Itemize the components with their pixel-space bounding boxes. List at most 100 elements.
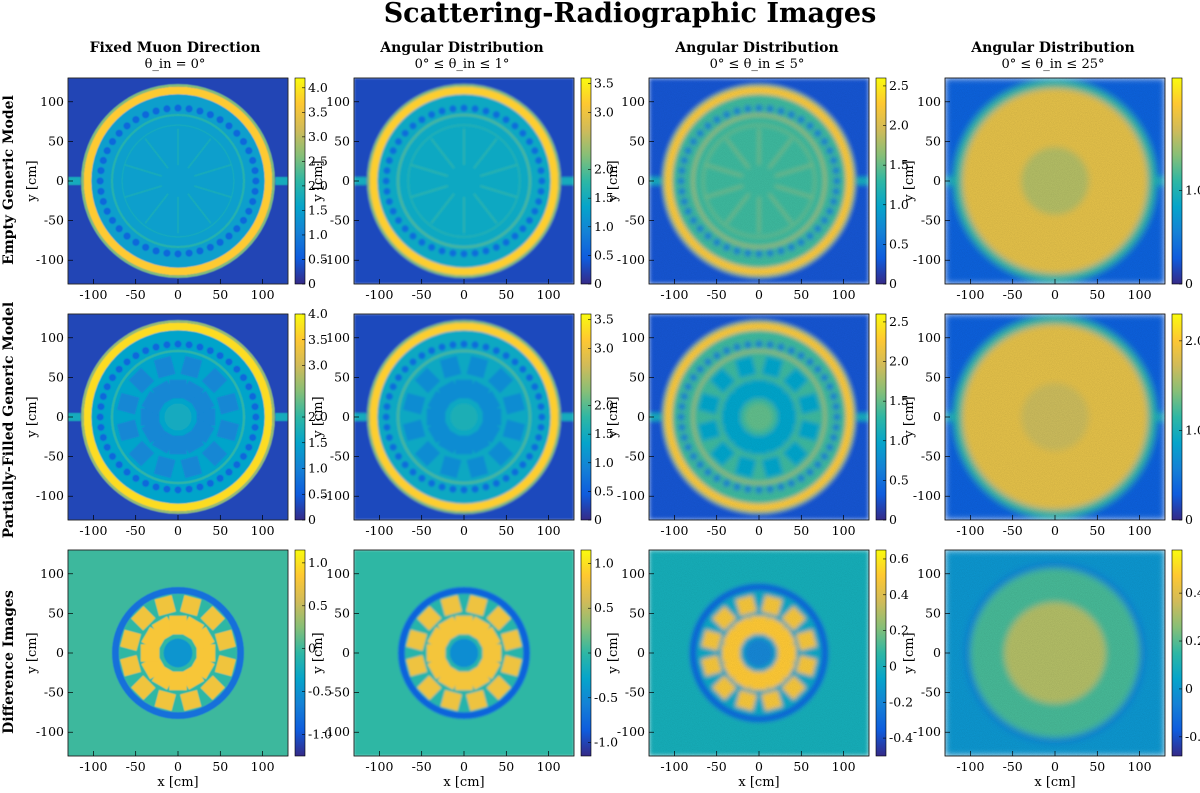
heatmap-fuel-box: [216, 419, 240, 442]
y-tick-label: -50: [44, 449, 64, 464]
colorbar-tick-label: 1.0: [594, 455, 614, 470]
colorbar-tick-label: 0: [1185, 681, 1193, 696]
heatmap-slot-right: [561, 177, 574, 185]
heatmap-hole-outer: [519, 225, 527, 233]
heatmap-hole-outer: [132, 238, 140, 246]
heatmap-noise: [945, 314, 1165, 520]
x-tick-label: 50: [498, 523, 514, 538]
colorbar-tick-label: -0.5: [594, 690, 618, 705]
heatmap-hole-outer: [389, 383, 397, 391]
heatmap-hole-outer: [409, 232, 417, 240]
y-tick-label: 0: [637, 173, 645, 188]
heatmap-hole-outer: [132, 352, 140, 360]
panel-2-3: -100 -50 0 50 100 100 50 0 -50 -100 y [cm] 0 0.5 1.0 1…: [606, 313, 909, 538]
y-tick-label: -100: [322, 252, 350, 267]
heatmap-diff-box: [120, 655, 142, 677]
heatmap-hole-outer: [96, 177, 104, 185]
heatmap-hole-outer: [409, 122, 417, 130]
heatmap-hole-outer: [123, 468, 131, 476]
heatmap-hole-outer: [383, 187, 391, 195]
heatmap-hole-outer: [252, 413, 260, 421]
heatmap-hole-outer: [174, 486, 182, 494]
row-label-1: Empty Generic Model: [1, 95, 17, 265]
heatmap-hole-outer: [233, 461, 241, 469]
heatmap-diff-core: [163, 638, 193, 668]
heatmap-hole-outer: [115, 461, 123, 469]
y-tick-label: -100: [617, 252, 645, 267]
heatmap-hole-outer: [142, 347, 150, 355]
heatmap-diff-box: [214, 629, 236, 651]
heatmap-hole-outer: [482, 247, 490, 255]
column-heading-1: Fixed Muon Direction: [90, 40, 261, 56]
heatmap-hole-outer: [394, 452, 403, 460]
colorbar: [1171, 313, 1183, 521]
heatmap-hole-outer: [233, 365, 241, 373]
y-axis-label: y [cm]: [311, 396, 326, 438]
heatmap-hole-outer: [103, 207, 111, 215]
colorbar-tick-label: 1.0: [594, 555, 614, 570]
x-tick-label: -50: [412, 523, 432, 538]
heatmap-hole-outer: [537, 423, 545, 431]
heatmap-hole-outer: [460, 486, 468, 494]
heatmap-hole-outer: [482, 107, 490, 115]
heatmap-hole-outer: [249, 197, 257, 206]
heatmap-hole-outer: [502, 116, 510, 124]
heatmap-hole-outer: [163, 485, 171, 493]
colorbar-tick-label: 3.0: [308, 129, 328, 144]
heatmap-hole-outer: [152, 343, 160, 351]
heatmap-hole-outer: [511, 122, 519, 130]
heatmap-fuel-box: [414, 440, 441, 467]
x-tick-label: -50: [412, 759, 432, 774]
colorbar-tick-label: 0: [1185, 276, 1193, 291]
heatmap-hole-outer: [163, 105, 171, 113]
heatmap-cask-edge: [367, 320, 561, 514]
x-tick-label: -50: [126, 759, 146, 774]
heatmap-hole-outer: [511, 468, 519, 476]
colorbar-tick-label: 2.0: [308, 178, 328, 193]
y-tick-label: 50: [48, 133, 64, 148]
heatmap-hole-outer: [449, 485, 457, 493]
panel-2-2: -100 -50 0 50 100 100 50 0 -50 -100 y [cm] 0 0.5 1.0 1…: [311, 312, 614, 538]
heatmap-hole-outer: [511, 358, 519, 366]
heatmap-hole-outer: [502, 474, 510, 482]
heatmap-hole-outer: [502, 238, 510, 246]
heatmap-noise: [945, 78, 1165, 284]
heatmap-hole-outer: [525, 216, 534, 224]
heatmap-hole-outer: [385, 392, 393, 401]
heatmap-hole-outer: [251, 423, 259, 431]
colorbar-tick-label: 0: [594, 276, 602, 291]
heatmap-hole-outer: [108, 374, 117, 382]
heatmap-hole-outer: [123, 122, 131, 130]
colorbar-tick-label: 0.5: [889, 236, 909, 251]
heatmap-hole-outer: [382, 413, 390, 421]
heatmap-hole-outer: [225, 358, 233, 366]
x-tick-label: -50: [1003, 287, 1023, 302]
heatmap-hole-outer: [99, 197, 107, 206]
colorbar-tick-label: 0.6: [889, 551, 909, 566]
heatmap-hole-outer: [438, 107, 446, 115]
colorbar-tick-label: 0: [889, 276, 897, 291]
heatmap-hole-outer: [174, 340, 182, 348]
heatmap-diff-box: [200, 675, 225, 700]
y-tick-label: 50: [334, 605, 350, 620]
colorbar-tick-label: 2.0: [889, 354, 909, 369]
y-tick-label: -50: [921, 685, 941, 700]
heatmap-slot-right: [561, 413, 574, 421]
y-tick-label: 100: [326, 566, 350, 581]
y-axis-label: y [cm]: [311, 160, 326, 202]
colorbar-tick-label: -0.5: [308, 684, 332, 699]
x-tick-label: 100: [251, 759, 275, 774]
colorbar-tick-label: 1.5: [308, 202, 328, 217]
heatmap-hole-outer: [185, 485, 193, 493]
heatmap-cask-wall: [369, 322, 559, 512]
heatmap-diff-box: [475, 626, 501, 652]
x-tick-label: 0: [1051, 759, 1059, 774]
heatmap-hole-outer: [401, 461, 409, 469]
y-tick-label: 50: [629, 369, 645, 384]
x-tick-label: 100: [1128, 287, 1152, 302]
colorbar-tick-label: 0.5: [308, 251, 328, 266]
heatmap-basket-spoke: [193, 185, 232, 198]
x-tick-label: -100: [365, 759, 393, 774]
heatmap-basket-spoke: [479, 185, 518, 198]
heatmap-noise: [649, 550, 869, 756]
